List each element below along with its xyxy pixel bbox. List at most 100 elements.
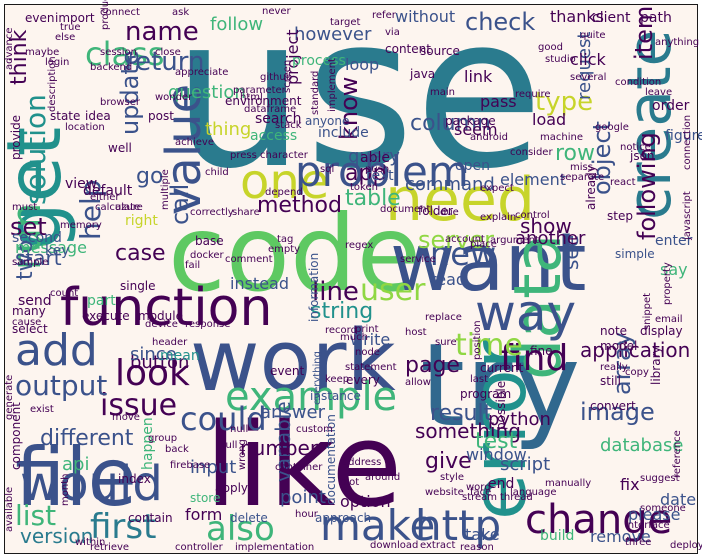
cloud-word: azure (115, 202, 143, 213)
cloud-word: product (100, 0, 111, 30)
cloud-word: right (125, 213, 158, 229)
cloud-word: studio (545, 54, 576, 65)
cloud-word: documentation (324, 414, 338, 505)
cloud-word: target (330, 17, 360, 28)
cloud-word: show (520, 214, 572, 238)
cloud-word: replace (425, 312, 462, 323)
cloud-word: mean (160, 348, 200, 364)
cloud-word: path (640, 10, 672, 26)
cloud-word: database (600, 435, 683, 456)
cloud-word: cause (12, 317, 41, 328)
cloud-word: month (60, 474, 71, 506)
cloud-word: keep (325, 374, 349, 385)
cloud-word: query (348, 146, 400, 167)
cloud-word: model (600, 339, 637, 353)
cloud-word: multiple (160, 169, 171, 210)
cloud-word: source (420, 44, 460, 58)
cloud-word: never (262, 6, 292, 17)
cloud-word: html (240, 92, 263, 103)
cloud-word: say (660, 260, 688, 279)
cloud-word: need (385, 165, 535, 235)
cloud-word: variable (271, 401, 295, 482)
cloud-word: run (4, 203, 50, 270)
cloud-word: import (55, 11, 95, 25)
cloud-word: option (340, 492, 391, 511)
cloud-word: take (465, 525, 500, 544)
cloud-word: array (608, 332, 636, 395)
cloud-word: via (385, 27, 400, 38)
cloud-word: description (47, 56, 58, 112)
cloud-word: answer (260, 402, 326, 423)
cloud-word: available (4, 487, 15, 532)
cloud-word: require (515, 89, 551, 100)
cloud-word: thanks (550, 7, 604, 26)
cloud-word: possible (494, 381, 508, 430)
cloud-word: reference (672, 430, 683, 478)
cloud-word: enter (655, 233, 693, 249)
cloud-word: exist (30, 404, 54, 415)
cloud-word: browser (100, 97, 141, 108)
cloud-word: library (649, 346, 663, 385)
cloud-word: address (342, 457, 381, 468)
cloud-word: container (275, 462, 323, 473)
cloud-word: solution (19, 94, 52, 205)
cloud-word: sample (12, 257, 48, 268)
cloud-word: move (112, 412, 140, 423)
cloud-word: test (475, 429, 518, 454)
cloud-word: hour (295, 509, 319, 520)
cloud-word: json (629, 149, 655, 163)
cloud-word: main (430, 87, 455, 98)
cloud-word: quite (580, 30, 606, 41)
cloud-word: end (488, 476, 514, 492)
cloud-word: result (430, 401, 493, 426)
cloud-word: android (470, 132, 508, 143)
cloud-word: sql (320, 164, 334, 175)
cloud-word: app (345, 161, 386, 186)
cloud-word: close (155, 47, 181, 58)
cloud-word: null (230, 424, 248, 435)
cloud-word: application (580, 338, 690, 362)
cloud-word: miss (570, 162, 593, 173)
cloud-word: regex (345, 240, 373, 251)
cloud-word: step (607, 209, 633, 223)
cloud-word: fail (185, 260, 200, 271)
cloud-word: add (15, 325, 98, 376)
cloud-word: window (466, 445, 527, 464)
cloud-word: press (230, 150, 257, 161)
cloud-word: backend (90, 62, 132, 73)
cloud-word: make (320, 501, 435, 550)
cloud-word: login (45, 57, 69, 68)
cloud-word: want (390, 216, 587, 309)
cloud-word: website (425, 487, 464, 498)
cloud-word: docker (190, 250, 225, 261)
cloud-word: row (555, 141, 595, 166)
cloud-word: even (25, 11, 54, 25)
cloud-word: something (415, 419, 521, 443)
cloud-word: generate (4, 375, 15, 420)
cloud-word: retrieve (90, 542, 129, 553)
cloud-word: connection (682, 115, 693, 170)
cloud-word: java (409, 67, 435, 81)
cloud-word: either (90, 192, 120, 203)
cloud-word: style (440, 472, 464, 483)
cloud-word: fix (620, 475, 640, 494)
cloud-word: explain (480, 212, 516, 223)
cloud-word: header (152, 337, 188, 348)
cloud-word: object (588, 121, 616, 195)
cloud-word: index (118, 472, 151, 486)
cloud-word: notice (620, 142, 651, 153)
cloud-word: print (355, 324, 379, 335)
cloud-word: however (294, 24, 372, 45)
cloud-word: point (280, 487, 326, 508)
cloud-word: write (350, 330, 390, 349)
cloud-word: fine (530, 344, 553, 358)
cloud-word: script (500, 454, 550, 475)
cloud-word: program (460, 387, 511, 401)
cloud-word: else (55, 32, 75, 43)
cloud-word: record (325, 325, 357, 336)
cloud-word: process (292, 53, 346, 69)
cloud-word: access (250, 128, 297, 144)
cloud-word: node (355, 347, 380, 358)
cloud-word: deploy (670, 540, 702, 551)
